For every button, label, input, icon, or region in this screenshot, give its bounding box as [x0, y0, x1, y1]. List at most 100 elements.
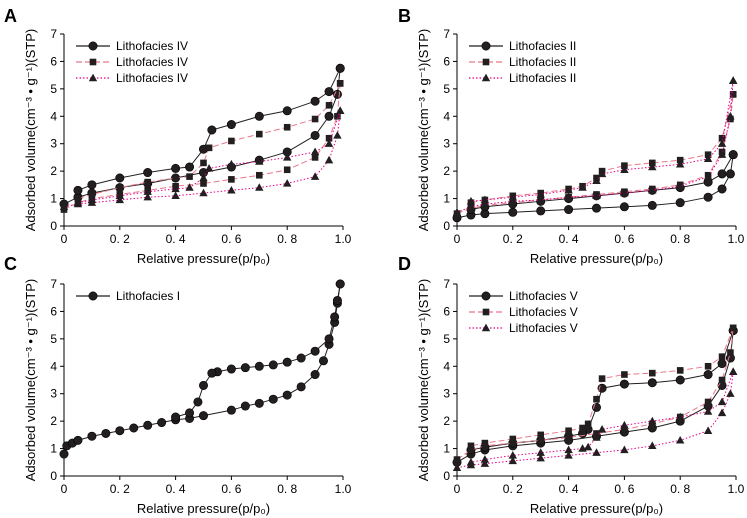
data-point: [324, 111, 334, 121]
desorption-line: [470, 80, 734, 202]
legend-marker: [482, 58, 490, 66]
data-point: [717, 169, 727, 179]
data-point: [283, 123, 291, 131]
data-point: [325, 134, 333, 142]
legend-marker: [482, 308, 490, 316]
data-point: [509, 435, 517, 443]
y-tick-label: 2: [443, 414, 450, 428]
data-point: [282, 357, 292, 367]
data-point: [619, 202, 629, 212]
y-tick-label: 4: [443, 109, 450, 123]
data-point: [171, 163, 181, 173]
data-point: [227, 185, 236, 194]
x-tick-label: 0. 4: [166, 482, 186, 496]
y-tick-label: 5: [50, 332, 57, 346]
data-point: [703, 370, 713, 380]
data-point: [157, 418, 167, 428]
data-point: [333, 131, 342, 139]
data-point: [228, 176, 235, 183]
panel-label: B: [398, 6, 411, 26]
data-point: [466, 457, 476, 466]
data-point: [620, 445, 629, 454]
data-point: [565, 427, 572, 435]
data-point: [101, 428, 111, 438]
data-point: [59, 202, 69, 210]
data-point: [718, 353, 726, 360]
x-tick-label: 0: [61, 482, 68, 496]
data-point: [676, 412, 685, 421]
data-point: [620, 188, 629, 197]
data-point: [143, 420, 153, 430]
y-tick-label: 6: [443, 54, 450, 68]
data-point: [704, 398, 712, 406]
data-point: [143, 187, 152, 195]
data-point: [718, 134, 726, 142]
data-point: [87, 431, 97, 441]
x-tick-label: 0. 8: [277, 482, 297, 496]
data-point: [717, 397, 727, 406]
data-point: [466, 202, 476, 210]
data-point: [703, 426, 713, 434]
data-point: [508, 192, 517, 201]
adsorption-line: [63, 83, 341, 210]
data-point: [256, 130, 263, 138]
legend-marker: [88, 73, 98, 82]
data-point: [240, 401, 250, 411]
desorption-line: [77, 83, 341, 200]
y-tick-label: 3: [443, 387, 450, 401]
data-point: [676, 367, 684, 374]
y-tick-label: 5: [50, 82, 57, 96]
y-tick-label: 3: [50, 137, 57, 151]
legend-label: Lithofacies I: [116, 289, 180, 303]
data-point: [467, 442, 475, 450]
data-point: [729, 91, 737, 98]
data-point: [717, 184, 727, 194]
y-tick-label: 7: [443, 27, 450, 41]
data-point: [283, 166, 291, 174]
x-tick-label: 0. 8: [277, 232, 297, 246]
data-point: [324, 87, 334, 97]
data-point: [565, 434, 572, 441]
y-tick-label: 7: [50, 277, 57, 291]
legend-label: Lithofacies IV: [116, 71, 188, 85]
x-tick-label: 0. 6: [614, 482, 634, 496]
data-point: [729, 367, 738, 375]
data-point: [703, 172, 713, 180]
x-axis-title: Relative pressure(p/p₀): [137, 251, 270, 266]
data-point: [729, 324, 737, 332]
data-point: [578, 183, 587, 191]
data-point: [254, 398, 264, 408]
data-point: [648, 185, 657, 194]
data-point: [536, 206, 546, 216]
data-point: [726, 111, 735, 120]
series-circle: [59, 279, 345, 459]
data-point: [579, 424, 586, 432]
legend-marker: [88, 41, 98, 51]
data-point: [593, 395, 600, 403]
data-point: [310, 172, 320, 180]
x-tick-label: 0: [454, 232, 461, 246]
desorption-line: [470, 371, 734, 463]
data-point: [508, 207, 518, 217]
data-point: [207, 368, 217, 378]
data-point: [480, 455, 490, 463]
data-point: [647, 378, 657, 388]
data-point: [537, 431, 544, 439]
data-point: [564, 192, 573, 201]
chart-panel-D: D 0 0. 2 0. 4 0. 6 0. 8 1.0 0 1 2 3 4 5 6 7 Relative pr…: [398, 254, 745, 516]
data-point: [199, 380, 209, 390]
data-point: [199, 173, 208, 182]
data-point: [592, 176, 601, 184]
data-point: [88, 191, 96, 198]
y-tick-label: 5: [443, 332, 450, 346]
data-point: [255, 157, 264, 165]
data-point: [597, 169, 607, 178]
x-tick-label: 0. 6: [221, 232, 241, 246]
data-point: [717, 359, 727, 369]
data-point: [597, 424, 607, 433]
legend-marker: [481, 323, 491, 332]
legend-marker: [88, 291, 98, 301]
data-point: [310, 147, 320, 156]
x-tick-label: 1.0: [335, 482, 352, 496]
